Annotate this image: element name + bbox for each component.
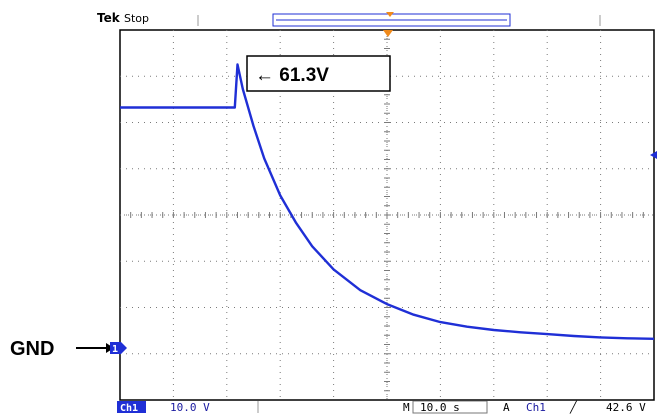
time-per-div: 10.0 s [420,401,460,414]
channel-badge-label: Ch1 [120,403,138,414]
brand-label: Tek [97,11,121,25]
trigger-level: 42.6 V [606,401,646,414]
trigger-prefix: A [503,401,510,414]
trigger-level-marker-icon [650,151,657,159]
ground-marker: GND 1 [10,338,127,360]
status-bar: Ch1 10.0 V M 10.0 s A Ch1 ╱ 42.6 V [117,400,646,414]
acquisition-state: Stop [124,12,149,25]
volts-per-div: 10.0 V [170,401,210,414]
trigger-time-marker-icon [383,30,393,37]
waveform-trace [120,63,655,340]
peak-annotation-text: ← 61.3V [255,65,329,86]
trigger-slope-icon: ╱ [569,400,578,414]
channel-badge [117,401,146,413]
time-prefix: M [403,401,410,414]
trigger-position-icon [386,12,394,17]
channel-ground-indicator-icon: 1 [110,342,127,355]
record-window-indicator [272,13,511,27]
peak-annotation: ← 61.3V [246,55,391,92]
svg-text:1: 1 [112,344,118,355]
ground-label: GND [10,338,54,360]
trigger-channel: Ch1 [526,401,546,414]
